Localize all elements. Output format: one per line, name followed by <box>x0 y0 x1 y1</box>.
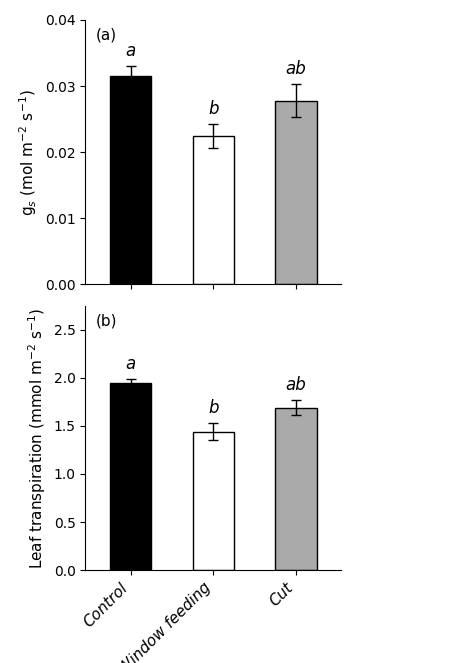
Text: (b): (b) <box>96 314 117 329</box>
Text: (a): (a) <box>96 28 117 43</box>
Bar <box>275 408 317 570</box>
Text: ab: ab <box>285 376 306 394</box>
Text: b: b <box>208 399 219 417</box>
Text: a: a <box>126 42 136 60</box>
Text: ab: ab <box>285 60 306 78</box>
Bar <box>275 101 317 284</box>
Y-axis label: g$_s$ (mol m$^{-2}$ s$^{-1}$): g$_s$ (mol m$^{-2}$ s$^{-1}$) <box>18 89 39 215</box>
Bar <box>192 136 234 284</box>
Text: b: b <box>208 100 219 118</box>
Bar <box>192 432 234 570</box>
Text: a: a <box>126 355 136 373</box>
Bar <box>110 383 151 570</box>
Y-axis label: Leaf transpiration (mmol m$^{-2}$ s$^{-1}$): Leaf transpiration (mmol m$^{-2}$ s$^{-1… <box>27 307 48 568</box>
Bar <box>110 76 151 284</box>
